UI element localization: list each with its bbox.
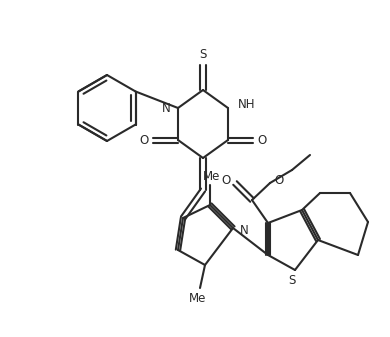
Text: N: N [240, 223, 249, 237]
Text: O: O [222, 174, 230, 186]
Text: S: S [199, 49, 207, 61]
Text: O: O [257, 133, 267, 147]
Text: O: O [275, 174, 284, 186]
Text: NH: NH [238, 98, 255, 112]
Text: N: N [162, 101, 171, 115]
Text: S: S [288, 275, 296, 287]
Text: O: O [139, 133, 149, 147]
Text: Me: Me [189, 292, 207, 305]
Text: Me: Me [203, 171, 221, 184]
